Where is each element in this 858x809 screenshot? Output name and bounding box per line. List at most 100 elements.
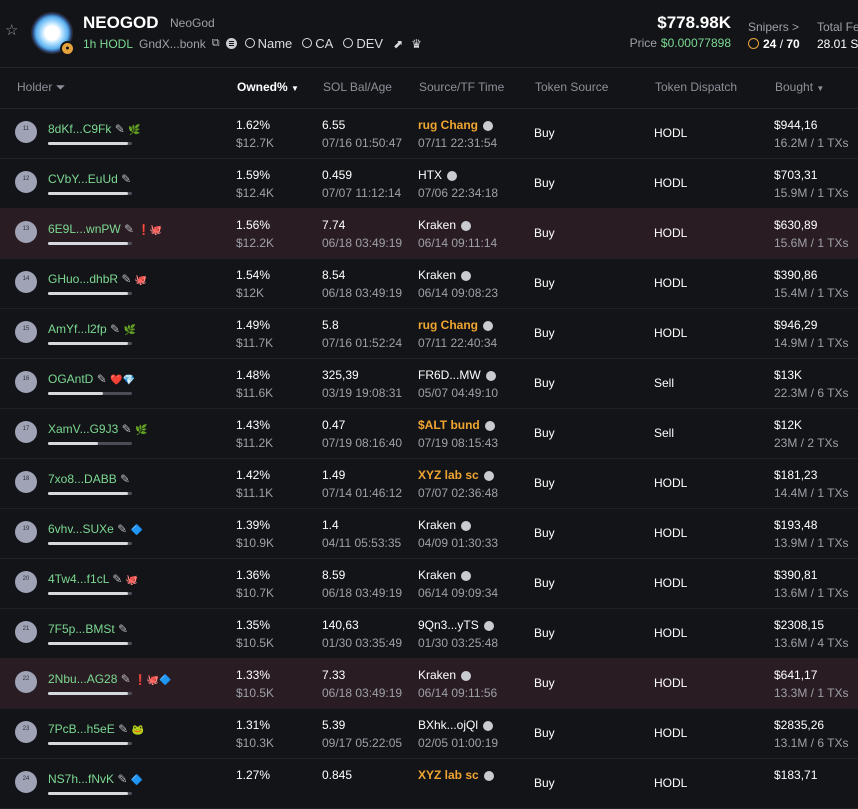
table-row[interactable]: 17 XamV...G9J3 ✎ 🌿 1.43% $11.2K 0.47 07/19 08… [0, 408, 858, 459]
copy-icon[interactable]: ⧉ [211, 37, 220, 49]
table-row[interactable]: 14 GHuo...dhbR ✎ 🐙 1.54% $12K 8.54 06/18 03:4… [0, 258, 858, 309]
table-row[interactable]: 21 7F5p...BMSt ✎ 1.35% $10.5K 140,63 01/30 0… [0, 608, 858, 659]
avatar[interactable]: 11 [15, 121, 37, 143]
edit-icon[interactable]: ✎ [124, 222, 135, 236]
token-dispatch: HODL [654, 526, 688, 540]
avatar[interactable]: 15 [15, 321, 37, 343]
table-row[interactable]: 13 6E9L...wnPW ✎ ❗🐙 1.56% $12.2K 7.74 06/18 0… [0, 208, 858, 259]
token-dispatch: HODL [654, 226, 688, 240]
edit-icon[interactable]: ✎ [118, 622, 129, 636]
holder-address[interactable]: 6vhv...SUXe ✎ 🔷 [48, 522, 144, 536]
avatar[interactable]: 16 [15, 371, 37, 393]
edit-icon[interactable]: ✎ [121, 172, 132, 186]
edit-icon[interactable]: ✎ [120, 472, 131, 486]
funding-source[interactable]: XYZ lab sc [418, 768, 494, 782]
edit-icon[interactable]: ✎ [120, 672, 131, 686]
funding-source[interactable]: HTX [418, 168, 457, 182]
owned-percent: 1.56% [236, 218, 271, 232]
owned-percent: 1.33% [236, 668, 271, 682]
col-holder[interactable]: Holder ⏷ [17, 80, 66, 94]
avatar[interactable]: 13 [15, 221, 37, 243]
crown-icon[interactable]: ♛ [411, 36, 422, 51]
external-link-icon[interactable]: ⬈ [393, 36, 404, 51]
holder-badges-icon: 🐙 [125, 575, 139, 586]
funding-source[interactable]: Kraken [418, 218, 472, 232]
funding-source[interactable]: BXhk...ojQl [418, 718, 494, 732]
avatar[interactable]: 17 [15, 421, 37, 443]
col-token-source[interactable]: Token Source [535, 80, 609, 94]
col-bought[interactable]: Bought ▼ [775, 80, 825, 94]
avatar[interactable]: 22 [15, 671, 37, 693]
edit-icon[interactable]: ✎ [117, 772, 128, 786]
funding-source[interactable]: rug Chang [418, 118, 493, 132]
holding-progress-fill [48, 742, 128, 745]
holder-address[interactable]: 7PcB...h5eE ✎ 🐸 [48, 722, 144, 736]
edit-icon[interactable]: ✎ [121, 272, 132, 286]
funding-source[interactable]: Kraken [418, 568, 472, 582]
bought-amount: 16.2M / 1 TXs [774, 136, 849, 150]
avatar[interactable]: 20 [15, 571, 37, 593]
filter-icon[interactable]: ⏷ [55, 80, 66, 94]
holder-badges-icon: 🔷 [130, 525, 144, 536]
funding-source[interactable]: $ALT bund [418, 418, 495, 432]
funding-source[interactable]: 9Qn3...yTS [418, 618, 494, 632]
search-ca-link[interactable]: CA [302, 36, 333, 51]
sol-age: 06/18 03:49:19 [322, 686, 403, 700]
avatar[interactable]: 14 [15, 271, 37, 293]
table-row[interactable]: 12 CVbY...EuUd ✎ 1.59% $12.4K 0.459 07/07 11… [0, 158, 858, 209]
holder-address[interactable]: OGAntD ✎ ❤️💎 [48, 372, 136, 386]
holder-address[interactable]: 4Tw4...f1cL ✎ 🐙 [48, 572, 139, 586]
table-row[interactable]: 23 7PcB...h5eE ✎ 🐸 1.31% $10.3K 5.39 09/17 05… [0, 708, 858, 759]
holder-address[interactable]: 7F5p...BMSt ✎ [48, 622, 129, 636]
col-owned[interactable]: Owned% ▼ [237, 80, 299, 94]
col-token-dispatch[interactable]: Token Dispatch [655, 80, 738, 94]
avatar[interactable]: 19 [15, 521, 37, 543]
funding-source[interactable]: XYZ lab sc [418, 468, 494, 482]
holder-address[interactable]: 6E9L...wnPW ✎ ❗🐙 [48, 222, 163, 236]
avatar[interactable]: 21 [15, 621, 37, 643]
avatar[interactable]: 24 [15, 771, 37, 793]
avatar[interactable]: 18 [15, 471, 37, 493]
table-row[interactable]: 19 6vhv...SUXe ✎ 🔷 1.39% $10.9K 1.4 04/11 05:… [0, 508, 858, 559]
holder-address[interactable]: 8dKf...C9Fk ✎ 🌿 [48, 122, 141, 136]
search-name-link[interactable]: Name [244, 36, 292, 51]
table-row[interactable]: 20 4Tw4...f1cL ✎ 🐙 1.36% $10.7K 8.59 06/18 03… [0, 558, 858, 609]
col-source[interactable]: Source/TF Time [419, 80, 505, 94]
contract-address[interactable]: GndX...bonk [139, 36, 206, 51]
edit-icon[interactable]: ✎ [121, 422, 132, 436]
funding-source[interactable]: Kraken [418, 518, 472, 532]
holder-address[interactable]: 2Nbu...AG28 ✎ ❗🐙🔷 [48, 672, 172, 686]
table-row[interactable]: 22 2Nbu...AG28 ✎ ❗🐙🔷 1.33% $10.5K 7.33 06/18 … [0, 658, 858, 709]
edit-icon[interactable]: ✎ [118, 722, 129, 736]
table-row[interactable]: 16 OGAntD ✎ ❤️💎 1.48% $11.6K 325,39 03/19 19:… [0, 358, 858, 409]
menu-circle-icon[interactable] [225, 38, 237, 49]
holder-address[interactable]: NS7h...fNvK ✎ 🔷 [48, 772, 144, 786]
edit-icon[interactable]: ✎ [117, 522, 128, 536]
col-sol[interactable]: SOL Bal/Age [323, 80, 392, 94]
table-row[interactable]: 11 8dKf...C9Fk ✎ 🌿 1.62% $12.7K 6.55 07/16 01… [0, 108, 858, 159]
funding-source[interactable]: Kraken [418, 268, 472, 282]
table-row[interactable]: 18 7xo8...DABB ✎ 1.42% $11.1K 1.49 07/14 01:… [0, 458, 858, 509]
edit-icon[interactable]: ✎ [112, 572, 123, 586]
table-row[interactable]: 15 AmYf...l2fp ✎ 🌿 1.49% $11.7K 5.8 07/16 01:… [0, 308, 858, 359]
holding-progress [48, 342, 132, 345]
funding-source[interactable]: rug Chang [418, 318, 493, 332]
snipers-link[interactable]: Snipers > [748, 20, 800, 34]
holder-address[interactable]: GHuo...dhbR ✎ 🐙 [48, 272, 148, 286]
search-dev-link[interactable]: DEV [343, 36, 383, 51]
token-source: Buy [534, 376, 555, 390]
edit-icon[interactable]: ✎ [110, 322, 121, 336]
avatar[interactable]: 23 [15, 721, 37, 743]
avatar[interactable]: 12 [15, 171, 37, 193]
table-row[interactable]: 24 NS7h...fNvK ✎ 🔷 1.27% 0.845 XYZ lab sc Buy… [0, 758, 858, 809]
star-icon[interactable]: ☆ [5, 22, 19, 39]
edit-icon[interactable]: ✎ [96, 372, 107, 386]
bought-usd: $183,71 [774, 768, 818, 782]
holder-address[interactable]: XamV...G9J3 ✎ 🌿 [48, 422, 148, 436]
edit-icon[interactable]: ✎ [114, 122, 125, 136]
holder-address[interactable]: CVbY...EuUd ✎ [48, 172, 132, 186]
funding-source[interactable]: FR6D...MW [418, 368, 496, 382]
holder-address[interactable]: 7xo8...DABB ✎ [48, 472, 131, 486]
funding-source[interactable]: Kraken [418, 668, 472, 682]
holder-address[interactable]: AmYf...l2fp ✎ 🌿 [48, 322, 136, 336]
